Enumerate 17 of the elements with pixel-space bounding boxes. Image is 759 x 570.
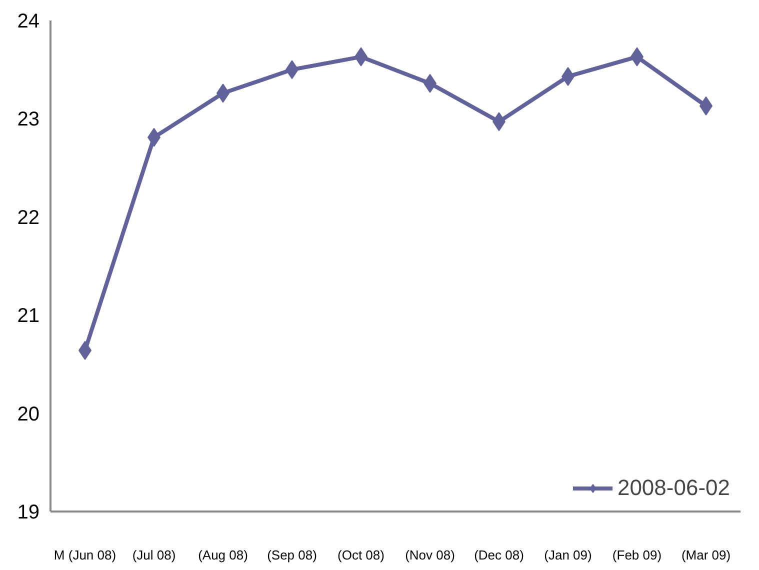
- x-tick-label: (Nov 08): [405, 548, 455, 562]
- x-tick-label: (Oct 08): [338, 548, 384, 562]
- y-tick-label: 19: [17, 502, 40, 524]
- y-tick-label: 23: [17, 108, 40, 131]
- legend-label: 2008-06-02: [617, 475, 730, 501]
- x-tick-label: (Mar 09): [681, 548, 731, 562]
- x-tick-label: (Sep 08): [267, 548, 317, 562]
- y-tick-label: 21: [17, 305, 40, 328]
- y-tick-label: 22: [17, 206, 40, 229]
- y-tick-label: 20: [17, 403, 40, 426]
- x-tick-label: (Jul 08): [132, 548, 176, 562]
- x-tick-label: (Dec 08): [474, 548, 524, 562]
- x-tick-label: (Jan 09): [544, 548, 592, 562]
- y-tick-label: 24: [17, 10, 40, 32]
- x-tick-label: M (Jun 08): [54, 548, 116, 562]
- x-tick-label: (Aug 08): [198, 548, 248, 562]
- x-tick-label: (Feb 09): [612, 548, 662, 562]
